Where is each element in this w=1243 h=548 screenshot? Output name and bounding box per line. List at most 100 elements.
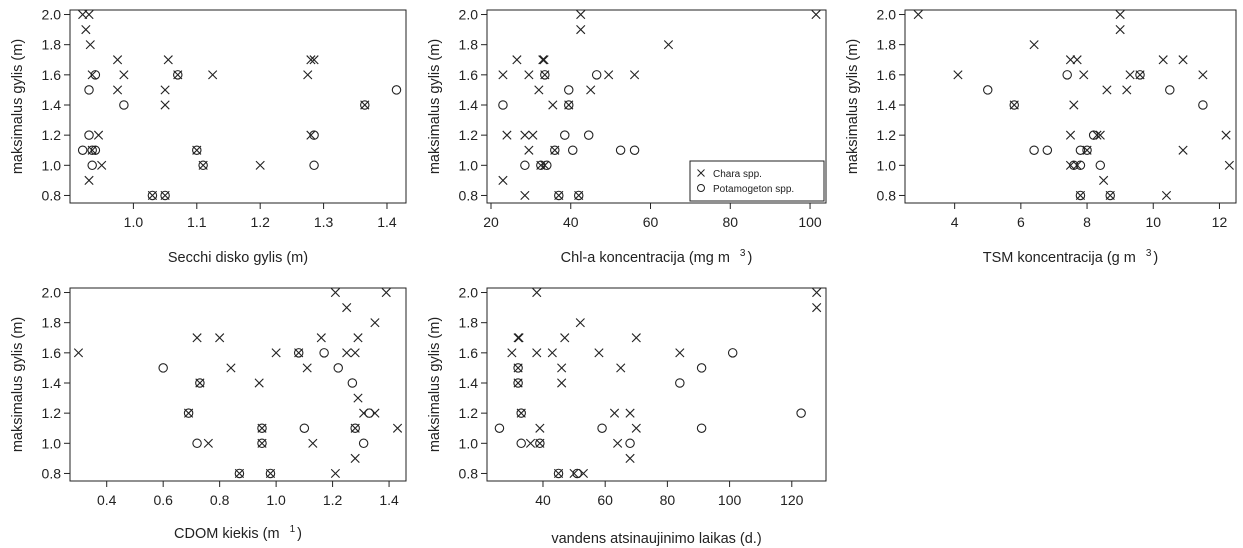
x-tick-label: 0.6 [153, 492, 173, 508]
potamogeton-point [629, 145, 640, 155]
chara-point [1178, 55, 1188, 65]
chara-point [119, 70, 129, 80]
chara-point [1224, 160, 1234, 170]
potamogeton-point [347, 378, 358, 388]
potamogeton-point [192, 145, 202, 155]
potamogeton-point [234, 468, 245, 479]
chara-point [84, 175, 94, 185]
chara-point [392, 423, 403, 433]
chara-point [953, 70, 963, 80]
y-tick-label: 1.0 [459, 157, 479, 173]
x-tick-label: 6 [1017, 214, 1025, 230]
chara-point [557, 378, 567, 388]
chara-point [534, 85, 544, 95]
x-tick-label: 1.3 [314, 214, 334, 230]
legend-potamogeton-marker [697, 184, 705, 192]
potamogeton-point [257, 438, 267, 449]
chara-point [353, 333, 363, 343]
potamogeton-point [540, 70, 550, 80]
potamogeton-point [1165, 85, 1175, 95]
chara-point [1161, 190, 1172, 201]
chara-point [93, 130, 104, 140]
x-tick-label: 1.2 [323, 492, 343, 508]
chara-point [1198, 70, 1208, 80]
potamogeton-point [192, 438, 202, 449]
potamogeton-point [553, 468, 564, 479]
chara-point [84, 9, 94, 20]
legend-chara-marker [697, 169, 705, 177]
chara-point [342, 303, 352, 313]
potamogeton-point [1082, 145, 1092, 155]
x-tick-label: 0.8 [210, 492, 230, 508]
y-tick-label: 1.8 [459, 37, 479, 53]
potamogeton-point [573, 190, 584, 201]
potamogeton-point [293, 348, 304, 358]
chara-point [675, 348, 685, 358]
chara-point [631, 423, 641, 433]
chara-point [163, 55, 173, 65]
potamogeton-point [520, 160, 530, 171]
y-tick-label: 1.0 [42, 435, 62, 451]
potamogeton-point [542, 160, 552, 171]
potamogeton-point [333, 363, 343, 373]
potamogeton-point [265, 468, 276, 479]
chara-point [1221, 130, 1231, 140]
chara-point [576, 25, 586, 35]
potamogeton-point [615, 145, 626, 155]
chara-point [370, 318, 380, 328]
potamogeton-point [299, 423, 310, 433]
chara-point [631, 333, 641, 343]
potamogeton-point [560, 130, 570, 140]
chara-point [525, 438, 536, 448]
x-tick-label: 10 [1145, 214, 1161, 230]
plot-frame [904, 9, 1237, 204]
chara-point [1069, 100, 1079, 110]
potamogeton-point [796, 408, 806, 418]
potamogeton-point [572, 468, 582, 479]
potamogeton-point [309, 130, 319, 140]
y-tick-label: 1.6 [42, 67, 62, 83]
chara-point [350, 348, 360, 358]
potamogeton-point [77, 145, 88, 155]
scatter-panel-4: 0.8 1.0 1.2 1.4 1.6 1.8 2.0 0.4 0.6 0.8 1.0 1.2 1.4 C… [10, 285, 407, 542]
chara-point [1072, 55, 1082, 65]
potamogeton-point [583, 130, 594, 140]
potamogeton-point [513, 378, 523, 388]
chara-point [1029, 40, 1039, 50]
chara-point [226, 363, 236, 373]
chara-point [97, 160, 107, 170]
y-axis-title: maksimalus gylis (m) [427, 39, 443, 174]
potamogeton-point [84, 130, 94, 140]
chara-point [330, 468, 341, 479]
y-tick-label: 1.6 [42, 345, 62, 361]
chara-point [87, 70, 97, 80]
potamogeton-point [90, 145, 101, 155]
chara-point [524, 145, 534, 155]
x-tick-label: 100 [798, 214, 822, 230]
chara-point [81, 25, 91, 35]
chara-point [306, 130, 316, 140]
y-tick-label: 1.6 [877, 67, 897, 83]
chara-point [1072, 160, 1082, 170]
potamogeton-point [257, 423, 267, 433]
y-tick-label: 1.6 [459, 67, 479, 83]
y-tick-label: 0.8 [459, 465, 479, 481]
x-tick-label: 12 [1212, 214, 1228, 230]
chara-point [302, 363, 312, 373]
potamogeton-point [982, 85, 993, 95]
chara-point [1115, 9, 1125, 20]
y-tick-label: 1.2 [42, 127, 62, 143]
potamogeton-point [1009, 100, 1019, 110]
legend: Chara spp. Potamogeton spp. [689, 160, 825, 202]
scatter-panel-2: 0.8 1.0 1.2 1.4 1.6 1.8 2.0 20 40 60 80 100 Chl-a ko… [427, 7, 827, 266]
chara-point [1125, 70, 1135, 80]
potamogeton-point [119, 100, 129, 110]
chara-point [609, 408, 620, 418]
y-tick-label: 1.8 [42, 315, 62, 331]
chara-point [254, 378, 264, 388]
x-tick-label: 0.4 [97, 492, 117, 508]
plot-frame [486, 287, 827, 482]
chara-point [613, 438, 623, 448]
chara-point [547, 348, 557, 358]
chara-point [513, 333, 523, 343]
